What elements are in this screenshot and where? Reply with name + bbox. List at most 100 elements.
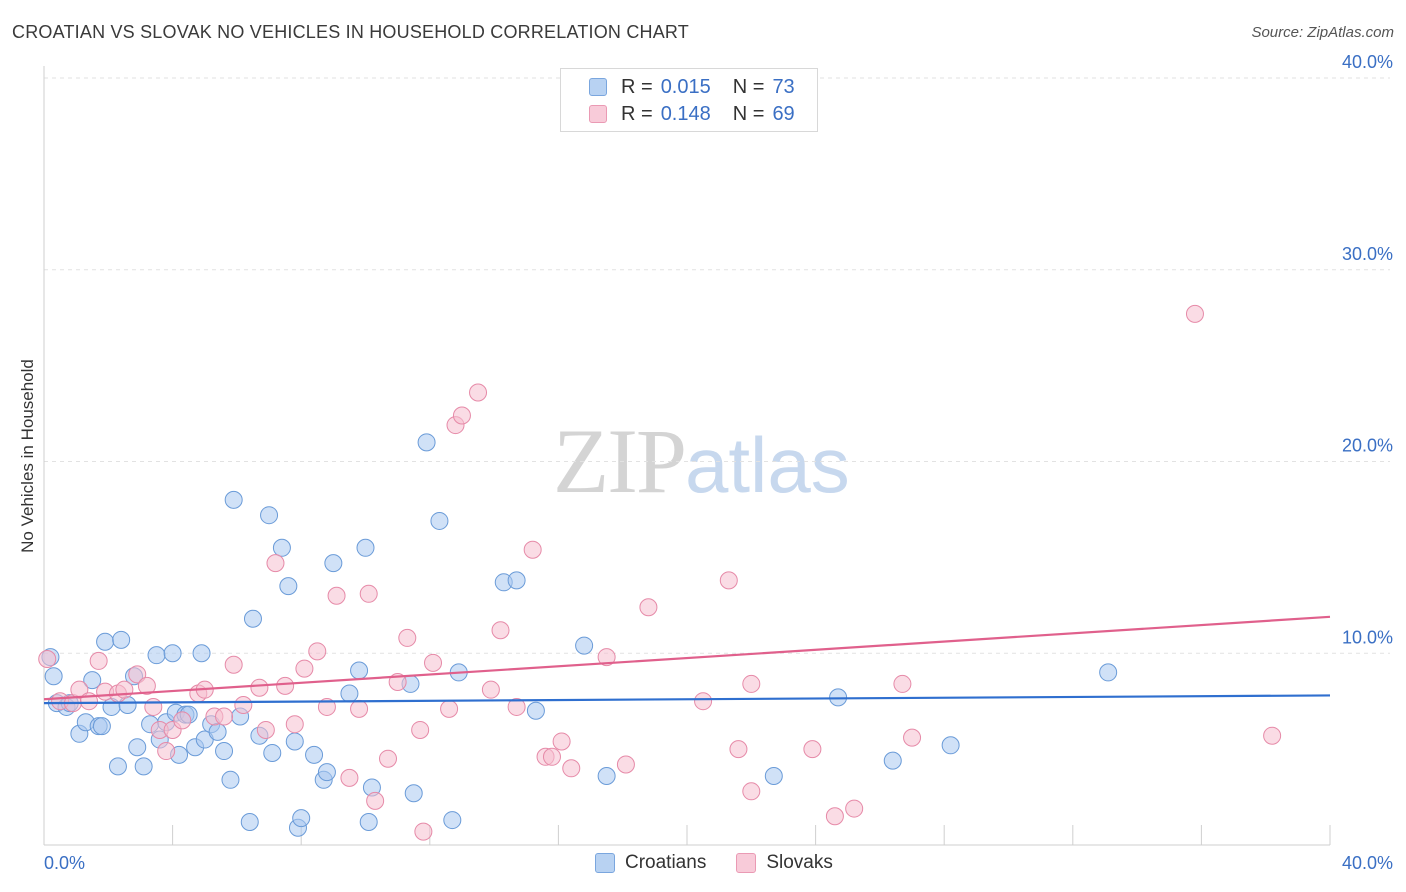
data-point-croatians	[243, 609, 262, 628]
data-point-croatians	[340, 684, 359, 703]
data-point-croatians	[112, 630, 131, 649]
data-point-slovaks	[38, 650, 57, 669]
data-point-slovaks	[234, 696, 253, 715]
data-point-slovaks	[285, 715, 304, 734]
data-point-croatians	[83, 671, 102, 690]
data-point-croatians	[163, 644, 182, 663]
watermark-atlas: atlas	[685, 421, 850, 509]
series-swatch-slovaks	[736, 853, 757, 873]
data-point-croatians	[417, 433, 436, 452]
data-point-slovaks	[350, 699, 369, 718]
data-point-slovaks	[694, 692, 713, 711]
data-point-slovaks	[366, 791, 385, 810]
data-point-slovaks	[128, 665, 147, 684]
data-point-slovaks	[542, 747, 561, 766]
data-point-slovaks	[469, 383, 488, 402]
data-point-slovaks	[552, 732, 571, 751]
data-point-slovaks	[742, 782, 761, 801]
data-point-croatians	[260, 506, 279, 525]
data-point-croatians	[263, 743, 282, 762]
legend-row-slovaks: R = 0.148 N = 69	[589, 102, 795, 126]
trend-layer	[43, 615, 1331, 705]
data-point-slovaks	[1263, 726, 1282, 745]
data-point-slovaks	[719, 571, 738, 590]
data-point-croatians	[324, 554, 343, 573]
data-point-croatians	[147, 646, 166, 665]
data-point-croatians	[108, 757, 127, 776]
data-point-croatians	[597, 766, 616, 785]
data-point-croatians	[292, 809, 311, 828]
data-point-croatians	[224, 490, 243, 509]
data-point-slovaks	[803, 740, 822, 759]
data-point-slovaks	[440, 699, 459, 718]
data-point-slovaks	[424, 653, 443, 672]
data-point-slovaks	[903, 728, 922, 747]
data-point-slovaks	[266, 554, 285, 573]
data-point-slovaks	[144, 697, 163, 716]
data-point-slovaks	[562, 759, 581, 778]
series-legend-slovaks[interactable]: Slovaks	[736, 852, 833, 874]
data-point-croatians	[221, 770, 240, 789]
trend-line-slovaks	[43, 615, 1331, 701]
data-point-croatians	[208, 722, 227, 741]
legend-slovaks-n-label: N =	[732, 102, 765, 125]
data-point-slovaks	[256, 720, 275, 739]
data-point-slovaks	[224, 655, 243, 674]
y-tick-label: 40.0%	[1342, 52, 1393, 72]
data-point-croatians	[128, 738, 147, 757]
data-point-croatians	[215, 742, 234, 761]
data-point-croatians	[507, 571, 526, 590]
data-point-slovaks	[276, 676, 295, 695]
legend-row-croatians: R = 0.015 N = 73	[589, 75, 795, 99]
chart-title: CROATIAN VS SLOVAK NO VEHICLES IN HOUSEH…	[12, 22, 689, 42]
data-point-slovaks	[414, 822, 433, 841]
data-point-slovaks	[825, 807, 844, 826]
legend-slovaks-r-label: R =	[621, 102, 653, 125]
x-tick-label: 0.0%	[44, 853, 85, 873]
data-point-slovaks	[639, 598, 658, 617]
data-point-slovaks	[481, 680, 500, 699]
legend-slovaks-n-value: 69	[772, 102, 795, 125]
data-point-croatians	[350, 661, 369, 680]
series-label-croatians: Croatians	[625, 852, 707, 873]
data-point-slovaks	[1185, 304, 1204, 323]
data-point-croatians	[1099, 663, 1118, 682]
data-point-croatians	[317, 763, 336, 782]
y-tick-label: 30.0%	[1342, 244, 1393, 264]
legend-croatians-r-value: 0.015	[660, 75, 711, 98]
data-point-slovaks	[250, 678, 269, 697]
trend-line-croatians	[43, 694, 1331, 705]
data-point-croatians	[356, 538, 375, 557]
data-point-croatians	[764, 766, 783, 785]
data-point-slovaks	[742, 674, 761, 693]
axes-layer	[43, 66, 1331, 846]
data-point-croatians	[240, 812, 259, 831]
series-legend-croatians[interactable]: Croatians	[595, 852, 706, 874]
data-point-slovaks	[411, 720, 430, 739]
data-point-slovaks	[215, 707, 234, 726]
data-point-slovaks	[893, 674, 912, 693]
data-point-slovaks	[340, 768, 359, 787]
data-point-croatians	[575, 636, 594, 655]
data-point-slovaks	[317, 697, 336, 716]
data-point-croatians	[279, 577, 298, 596]
data-point-slovaks	[616, 755, 635, 774]
points-layer	[38, 304, 1282, 841]
data-point-slovaks	[398, 628, 417, 647]
y-tick-label: 10.0%	[1342, 627, 1393, 647]
data-point-croatians	[44, 667, 63, 686]
data-point-croatians	[305, 745, 324, 764]
x-tick-label: 40.0%	[1342, 853, 1393, 873]
data-point-slovaks	[729, 740, 748, 759]
correlation-legend: R = 0.015 N = 73 R = 0.148 N = 69	[560, 68, 818, 132]
source-label: Source: ZipAtlas.com	[1251, 24, 1394, 41]
data-point-croatians	[272, 538, 291, 557]
series-swatch-croatians	[595, 853, 615, 873]
grid-layer	[44, 77, 1390, 654]
data-point-slovaks	[173, 711, 192, 730]
data-point-slovaks	[157, 742, 176, 761]
series-label-slovaks: Slovaks	[766, 852, 833, 873]
data-point-croatians	[404, 784, 423, 803]
data-point-slovaks	[327, 586, 346, 605]
